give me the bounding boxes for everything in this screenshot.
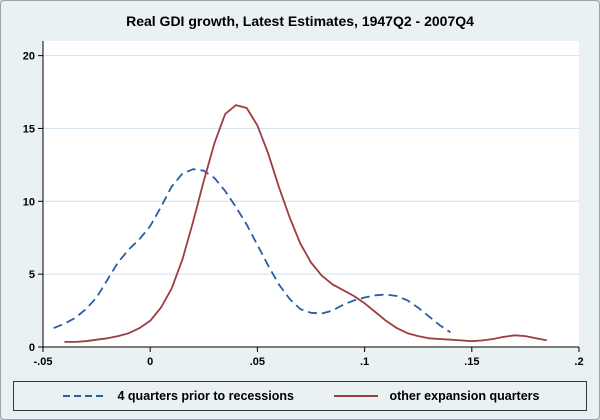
legend-label-expansion: other expansion quarters — [389, 389, 540, 403]
dashed-line-swatch — [62, 395, 107, 397]
y-tick-label: 0 — [29, 342, 35, 354]
x-tick-label: .1 — [360, 356, 369, 368]
y-tick-label: 10 — [23, 196, 35, 208]
x-tick-label: .2 — [574, 356, 583, 368]
series-line-1 — [64, 104, 547, 343]
y-tick-label: 5 — [29, 269, 35, 281]
legend-entry-recessions: 4 quarters prior to recessions — [61, 389, 294, 403]
plot-background — [43, 41, 579, 347]
x-tick-label: -.05 — [34, 356, 53, 368]
legend-label-recessions: 4 quarters prior to recessions — [117, 389, 294, 403]
plot-area: 0 5 10 15 20 -.05 0 .05 .1 .15 .2 — [13, 35, 587, 373]
x-tick-label: .05 — [250, 356, 265, 368]
y-tick-label: 15 — [23, 123, 35, 135]
solid-line-swatch — [334, 395, 379, 397]
chart-title: Real GDI growth, Latest Estimates, 1947Q… — [126, 13, 474, 29]
plot-svg: 0 5 10 15 20 -.05 0 .05 .1 .15 .2 — [23, 41, 584, 368]
legend-entry-expansion: other expansion quarters — [332, 389, 540, 403]
x-tick-label: .15 — [464, 356, 479, 368]
legend: 4 quarters prior to recessions other exp… — [13, 381, 587, 411]
x-tick-label: 0 — [147, 356, 153, 368]
y-tick-label: 20 — [23, 51, 35, 63]
series-line-0 — [53, 168, 451, 334]
